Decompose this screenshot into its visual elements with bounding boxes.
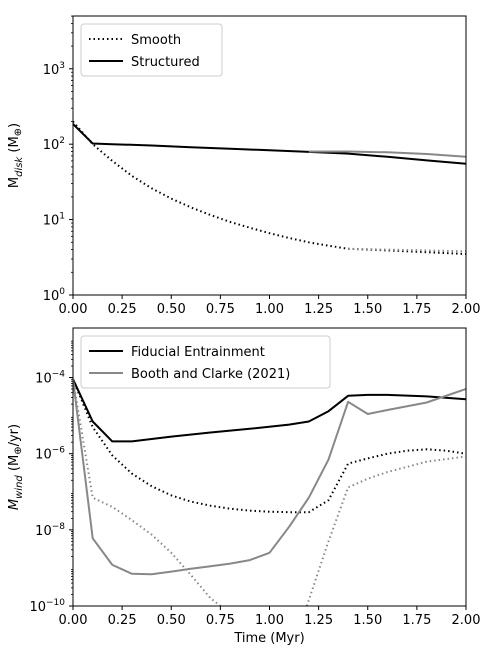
series-line-2	[73, 378, 466, 514]
x-tick-label: 0.75	[206, 613, 235, 628]
series-line-4	[73, 379, 222, 606]
x-tick-label: 0.25	[108, 302, 137, 317]
x-tick-label: 0.75	[206, 302, 235, 317]
legend-label: Structured	[131, 55, 200, 70]
series-line-1	[73, 378, 466, 443]
x-tick-label: 1.50	[353, 613, 382, 628]
y-tick-label: 10−10	[29, 598, 65, 615]
x-axis-label: Time (Myr)	[233, 631, 304, 646]
y-tick-label: 103	[43, 61, 65, 78]
series-group	[73, 120, 466, 255]
x-tick-label: 0.00	[59, 613, 88, 628]
y-tick-label: 10−4	[35, 370, 65, 387]
series-line-4	[308, 150, 466, 158]
series-line-2	[348, 247, 466, 253]
legend: Smooth Structured	[80, 23, 223, 77]
x-tick-label: 1.00	[255, 302, 284, 317]
x-tick-label: 2.00	[452, 302, 481, 317]
x-tick-label: 1.25	[304, 302, 333, 317]
x-tick-label: 0.00	[59, 302, 88, 317]
x-tick-label: 1.75	[402, 302, 431, 317]
legend-label: Smooth	[131, 33, 181, 48]
x-tick-label: 0.50	[157, 302, 186, 317]
series-line-3	[73, 379, 466, 576]
legend-box	[80, 335, 331, 389]
x-tick-label: 1.50	[353, 302, 382, 317]
series-group	[73, 378, 466, 606]
y-tick-label: 100	[43, 287, 66, 304]
y-tick-label: 10−8	[35, 522, 65, 539]
x-tick-label: 0.50	[157, 613, 186, 628]
chart-panel-2: 0.00 0.25 0.50 0.75 1.00 1.25 1.50 1.75 2.00 10−1…	[7, 327, 481, 646]
legend-box	[80, 23, 223, 77]
legend-label: Booth and Clarke (2021)	[131, 367, 290, 382]
legend-label: Fiducial Entrainment	[131, 345, 265, 360]
x-tick-label: 1.00	[255, 613, 284, 628]
chart-panel-1: 0.00 0.25 0.50 0.75 1.00 1.25 1.50 1.75 2.00 100 1…	[7, 15, 481, 317]
series-line-3	[73, 123, 466, 165]
series-line-1	[73, 120, 466, 255]
y-axis-label: Mdisk (M⊕)	[7, 123, 25, 188]
y-tick-label: 102	[43, 136, 65, 153]
x-tick-label: 2.00	[452, 613, 481, 628]
series-line-5	[305, 455, 466, 606]
legend: Fiducial Entrainment Booth and Clarke (20…	[80, 335, 331, 389]
x-tick-label: 1.25	[304, 613, 333, 628]
y-tick-label: 101	[43, 212, 65, 229]
x-tick-label: 0.25	[108, 613, 137, 628]
y-tick-label: 10−6	[35, 446, 65, 463]
x-tick-label: 1.75	[402, 613, 431, 628]
y-axis-label: Mwind (M⊕/yr)	[7, 424, 25, 510]
